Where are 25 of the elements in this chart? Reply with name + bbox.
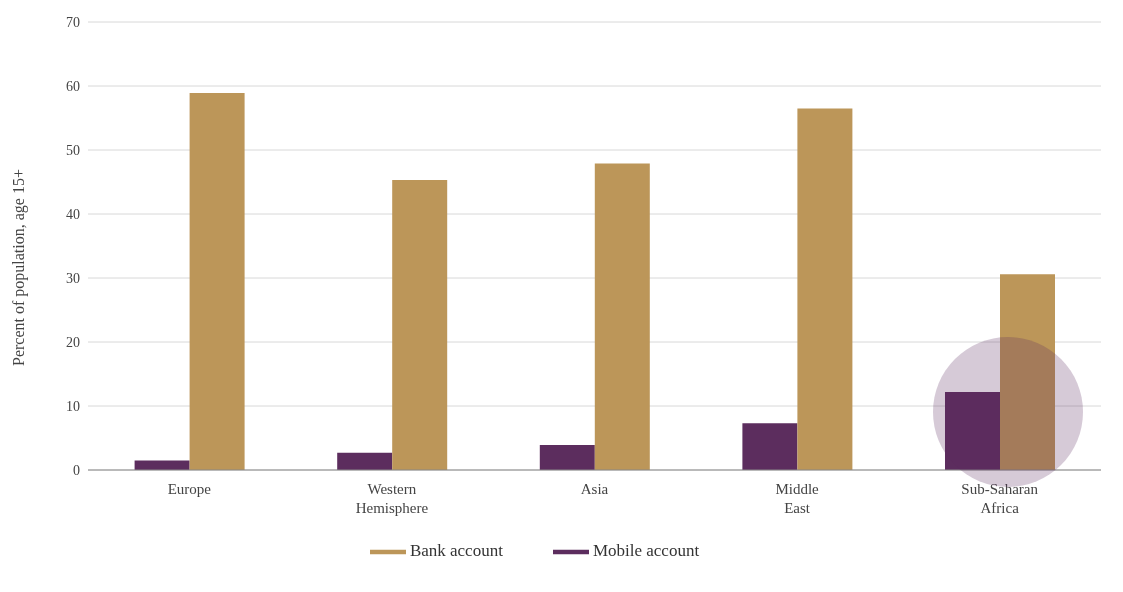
y-tick-label: 20 (66, 334, 80, 350)
x-tick-label: Europe (167, 481, 212, 497)
bar (797, 108, 853, 470)
y-tick-label: 40 (66, 206, 80, 222)
bar (945, 391, 1000, 470)
y-tick-label: 10 (66, 398, 80, 414)
bar (337, 452, 393, 470)
y-tick-label: 70 (66, 14, 80, 30)
x-tick-label: Sub-Saharan Africa (961, 481, 1039, 516)
legend-label: Bank account (409, 540, 503, 560)
bar (392, 180, 448, 470)
bar (742, 423, 798, 470)
x-tick-label: Asia (580, 481, 609, 497)
x-tick-label: Western Hemisphere (355, 481, 429, 516)
bar (594, 163, 650, 470)
x-tick-label: Middle East (775, 481, 820, 516)
y-tick-label: 60 (66, 78, 80, 94)
bar (539, 445, 595, 470)
bar (134, 460, 190, 470)
y-axis-title: Percent of population, age 15+ (9, 169, 28, 366)
y-tick-label: 30 (66, 270, 80, 286)
y-tick-label: 0 (73, 462, 80, 478)
bar (189, 93, 245, 470)
y-tick-label: 50 (66, 142, 80, 158)
legend-label: Mobile account (592, 540, 700, 560)
